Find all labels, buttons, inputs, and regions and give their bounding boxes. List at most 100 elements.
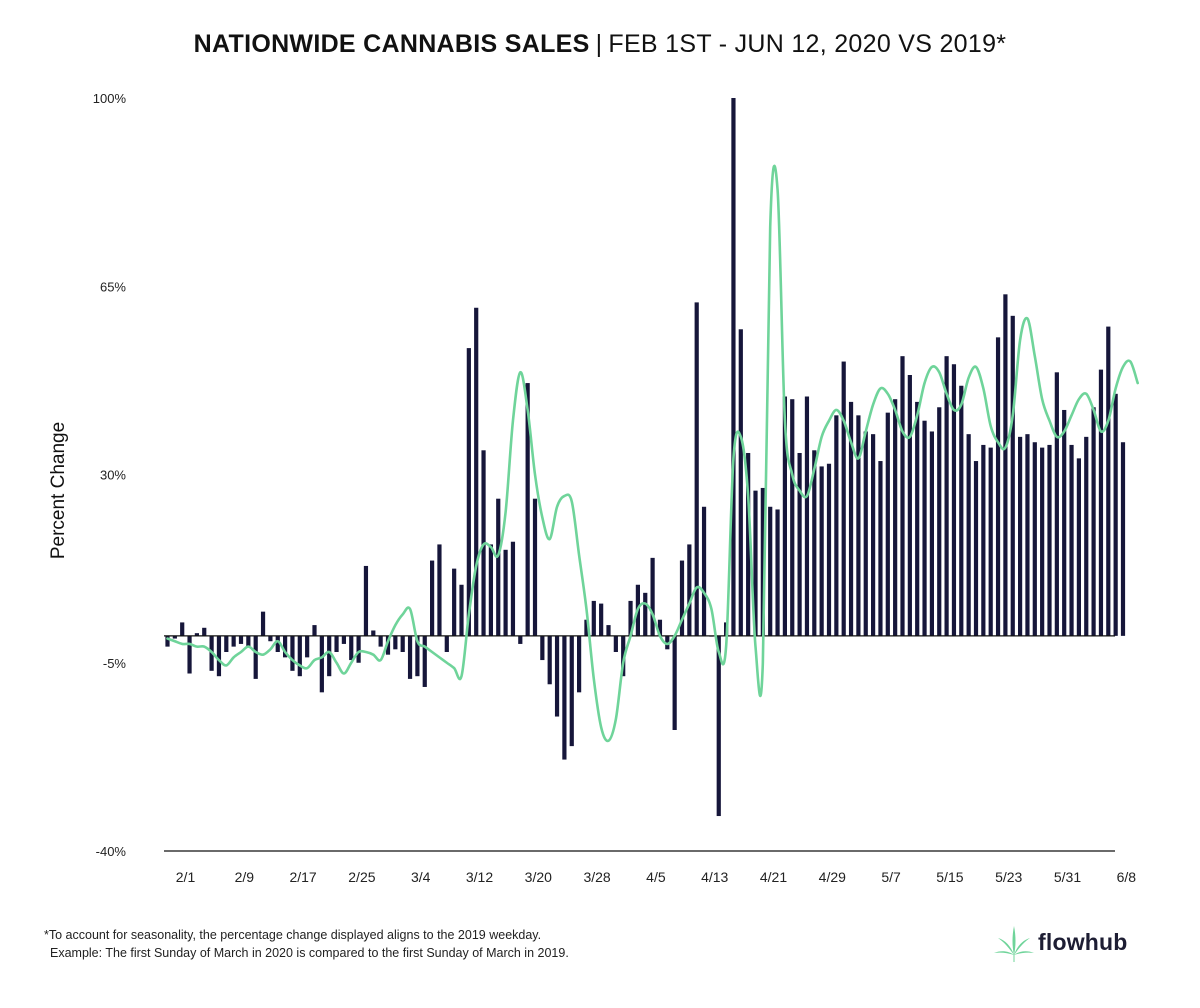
x-tick-label: 5/15 bbox=[936, 869, 963, 885]
y-tick-label: 100% bbox=[93, 91, 127, 106]
bar bbox=[665, 635, 670, 650]
bar bbox=[701, 506, 707, 636]
y-tick-label: -5% bbox=[103, 656, 127, 671]
x-tick-label: 3/12 bbox=[466, 869, 493, 885]
bar bbox=[973, 461, 979, 636]
y-tick-label: 30% bbox=[100, 468, 126, 483]
x-tick-label: 5/7 bbox=[881, 869, 901, 885]
bar bbox=[621, 635, 626, 677]
bar bbox=[187, 635, 192, 674]
bar bbox=[922, 420, 927, 636]
cannabis-leaf-icon bbox=[994, 926, 1034, 962]
bar bbox=[349, 635, 354, 661]
bar bbox=[687, 544, 692, 636]
bar bbox=[202, 627, 207, 636]
bar bbox=[768, 506, 773, 636]
x-tick-label: 2/25 bbox=[348, 869, 375, 885]
bar bbox=[613, 635, 618, 652]
bar bbox=[459, 584, 464, 636]
bar bbox=[657, 619, 663, 636]
bar bbox=[165, 635, 170, 647]
bar bbox=[525, 383, 530, 636]
bar bbox=[540, 635, 545, 661]
bar bbox=[422, 635, 427, 687]
bar bbox=[393, 635, 398, 650]
bar bbox=[268, 635, 273, 642]
bar bbox=[599, 603, 604, 636]
bar bbox=[452, 568, 457, 636]
leaf-part bbox=[994, 951, 1014, 955]
bar bbox=[834, 415, 839, 636]
bar bbox=[628, 600, 633, 636]
x-tick-label: 3/4 bbox=[411, 869, 431, 885]
bar bbox=[1069, 444, 1074, 636]
bar bbox=[172, 635, 177, 639]
bar bbox=[1084, 436, 1089, 636]
bar bbox=[496, 498, 501, 636]
bar bbox=[871, 434, 876, 636]
bar bbox=[782, 396, 787, 636]
bar bbox=[518, 635, 523, 644]
bar bbox=[415, 635, 420, 677]
bar bbox=[988, 447, 993, 636]
bar bbox=[826, 463, 832, 636]
bar bbox=[510, 541, 516, 636]
bar bbox=[246, 635, 251, 647]
x-tick-label: 4/21 bbox=[760, 869, 787, 885]
leaf-part bbox=[1014, 951, 1034, 955]
bar bbox=[466, 348, 471, 636]
x-tick-label: 4/29 bbox=[819, 869, 846, 885]
bar bbox=[1120, 442, 1126, 636]
footnote-line-2: Example: The first Sunday of March in 20… bbox=[50, 946, 569, 960]
bar bbox=[444, 635, 449, 652]
bar bbox=[959, 385, 964, 636]
bar bbox=[1076, 458, 1081, 636]
bar bbox=[591, 600, 596, 636]
x-tick-label: 3/20 bbox=[525, 869, 552, 885]
bar bbox=[371, 630, 376, 636]
bar bbox=[746, 452, 751, 636]
bar bbox=[944, 356, 949, 636]
bar bbox=[797, 452, 802, 636]
bar bbox=[694, 302, 699, 636]
title-separator: | bbox=[595, 30, 603, 58]
brand-name: flowhub bbox=[1038, 929, 1128, 955]
x-tick-label: 2/17 bbox=[289, 869, 316, 885]
bar bbox=[1098, 369, 1104, 636]
bar bbox=[878, 461, 883, 636]
bar bbox=[606, 625, 611, 636]
bar bbox=[547, 635, 552, 685]
x-tick-label: 3/28 bbox=[583, 869, 610, 885]
bar bbox=[841, 361, 846, 636]
bar bbox=[804, 396, 810, 636]
bar bbox=[915, 401, 920, 636]
bar bbox=[400, 635, 405, 652]
bar bbox=[1054, 372, 1059, 636]
bar bbox=[1025, 434, 1030, 636]
bar bbox=[907, 375, 912, 636]
bar bbox=[951, 364, 957, 636]
bar bbox=[738, 329, 743, 636]
bar bbox=[650, 557, 655, 636]
bar bbox=[1106, 326, 1111, 636]
bar bbox=[863, 431, 868, 636]
bar bbox=[1010, 315, 1015, 636]
bar bbox=[760, 487, 765, 636]
bar bbox=[584, 619, 589, 636]
bar bbox=[1047, 444, 1052, 636]
footnote: *To account for seasonality, the percent… bbox=[44, 926, 569, 962]
bar bbox=[356, 635, 361, 663]
bar bbox=[569, 635, 574, 747]
y-tick-label: 65% bbox=[100, 279, 126, 294]
bar bbox=[753, 490, 758, 636]
leaf-part bbox=[1013, 954, 1015, 962]
bar bbox=[290, 635, 295, 671]
bar bbox=[554, 635, 560, 717]
bar bbox=[900, 356, 905, 636]
bar bbox=[1018, 436, 1023, 636]
bar bbox=[1003, 294, 1008, 636]
x-tick-label: 4/13 bbox=[701, 869, 728, 885]
bar bbox=[1040, 447, 1045, 636]
bar bbox=[503, 549, 508, 636]
